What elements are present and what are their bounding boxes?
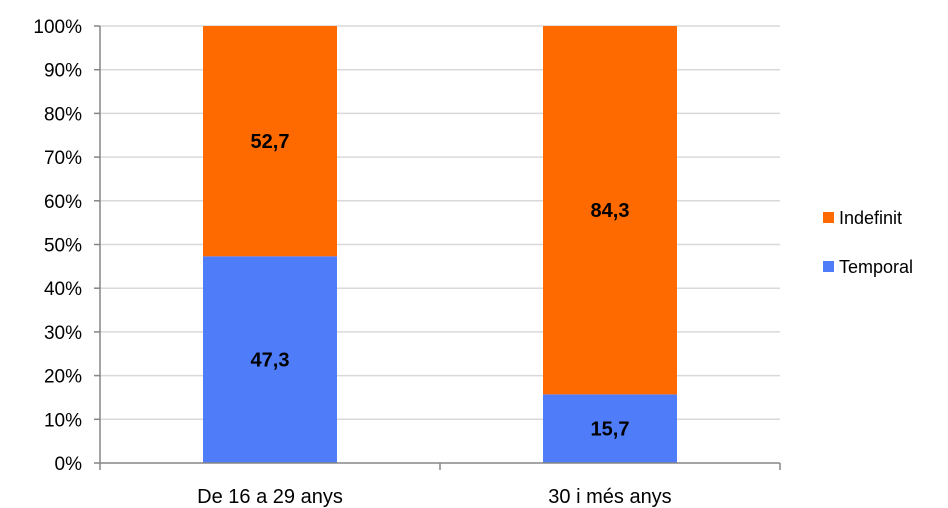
y-tick-label: 20% xyxy=(44,367,82,388)
legend-label-temporal: Temporal xyxy=(839,257,913,277)
data-label: 52,7 xyxy=(251,131,290,153)
y-tick-label: 70% xyxy=(44,148,82,169)
gridlines xyxy=(100,25,780,421)
bar-indefinit-1 xyxy=(203,26,337,257)
data-label: 15,7 xyxy=(591,419,630,441)
y-tick-label: 40% xyxy=(44,279,82,300)
y-tick-label: 50% xyxy=(44,236,82,257)
legend: Indefinit Temporal xyxy=(823,208,913,277)
y-tick-label: 90% xyxy=(44,61,82,82)
y-tick-label: 0% xyxy=(55,454,83,475)
y-tick-label: 100% xyxy=(33,17,82,38)
x-axis-category-labels: De 16 a 29 anys 30 i més anys xyxy=(197,486,672,508)
x-category-label: 30 i més anys xyxy=(548,486,671,508)
y-tick-label: 30% xyxy=(44,323,82,344)
bars xyxy=(203,26,677,463)
y-tick-label: 10% xyxy=(44,410,82,431)
data-labels: 47,3 52,7 15,7 84,3 xyxy=(251,131,630,441)
axes xyxy=(94,25,781,470)
legend-swatch-temporal xyxy=(823,261,834,272)
y-tick-label: 60% xyxy=(44,192,82,213)
x-category-label: De 16 a 29 anys xyxy=(197,486,343,508)
bar-indefinit-2 xyxy=(543,26,677,395)
legend-swatch-indefinit xyxy=(823,212,834,223)
y-axis-tick-labels: 0% 10% 20% 30% 40% 50% 60% 70% 80% 90% 100% xyxy=(33,17,82,475)
data-label: 47,3 xyxy=(251,350,290,372)
bar-temporal-2 xyxy=(543,394,677,463)
bar-temporal-1 xyxy=(203,256,337,463)
data-label: 84,3 xyxy=(591,200,630,222)
legend-label-indefinit: Indefinit xyxy=(839,208,902,228)
y-tick-label: 80% xyxy=(44,104,82,125)
